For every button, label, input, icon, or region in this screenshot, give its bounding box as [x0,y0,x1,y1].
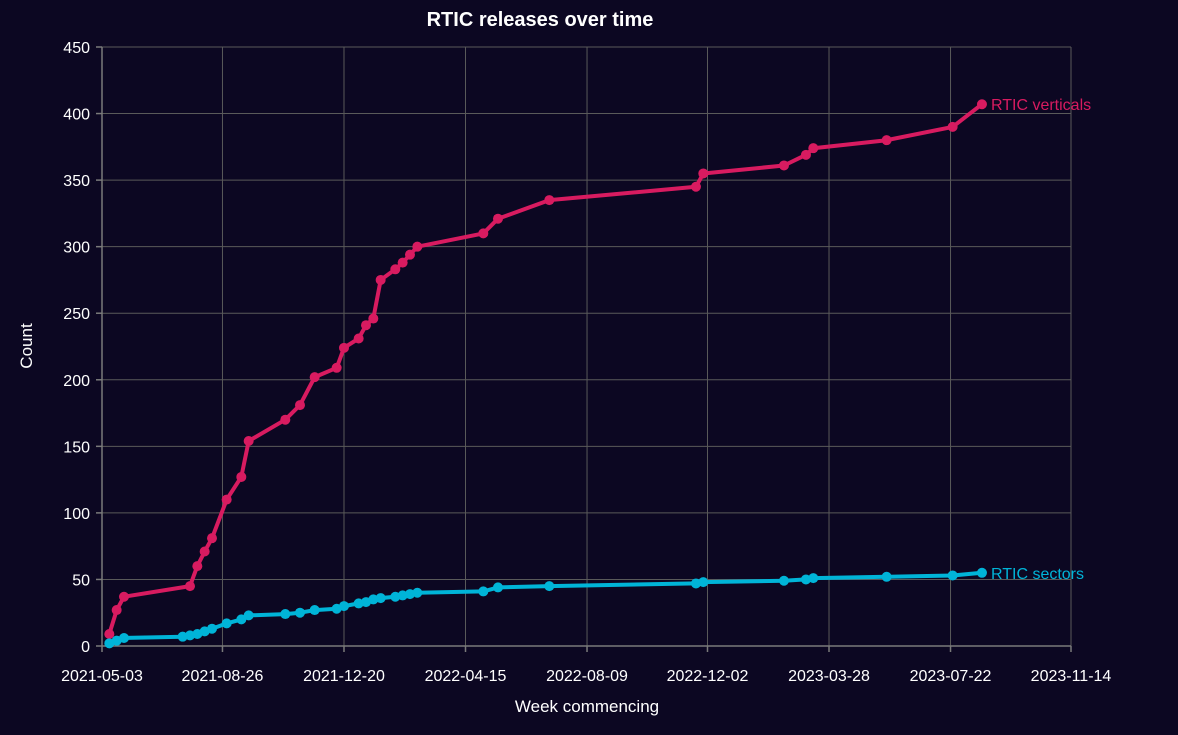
data-point-rtic-verticals [309,372,320,383]
data-point-rtic-verticals [353,333,364,344]
y-axis-title: Count [17,323,36,369]
data-point-rtic-verticals [544,195,555,206]
chart-title: RTIC releases over time [427,9,654,31]
data-point-rtic-sectors [280,609,291,620]
data-point-rtic-sectors [221,618,232,629]
data-point-rtic-sectors [778,575,789,586]
data-point-rtic-sectors [478,586,489,597]
data-point-rtic-sectors [881,571,892,582]
y-tick-label: 300 [63,240,90,257]
data-point-rtic-verticals [104,629,115,640]
data-point-rtic-verticals [236,471,247,482]
x-axis-title: Week commencing [515,697,659,716]
data-point-rtic-verticals [492,213,503,224]
y-tick-label: 400 [63,107,90,124]
data-point-rtic-sectors [375,593,386,604]
data-point-rtic-verticals [192,561,203,572]
data-point-rtic-sectors [492,582,503,593]
y-tick-label: 250 [63,306,90,323]
series-label-rtic-sectors: RTIC sectors [991,566,1084,583]
axes [101,47,1071,647]
series-rtic-sectors: RTIC sectors [104,566,1084,649]
data-point-rtic-verticals [947,121,958,132]
data-point-rtic-sectors [236,614,247,625]
data-point-rtic-verticals [199,546,210,557]
data-point-rtic-verticals [111,605,122,616]
data-point-rtic-verticals [397,257,408,268]
data-point-rtic-verticals [390,264,401,275]
data-point-rtic-verticals [690,181,701,192]
data-point-rtic-verticals [360,320,371,331]
data-point-rtic-sectors [206,623,217,634]
y-tick-label: 100 [63,506,90,523]
x-tick-label: 2021-08-26 [182,668,264,685]
data-point-rtic-verticals [221,494,232,505]
data-point-rtic-sectors [698,577,709,588]
data-point-rtic-verticals [280,414,291,425]
data-point-rtic-verticals [294,400,305,411]
data-point-rtic-verticals [338,342,349,353]
data-point-rtic-sectors [412,587,423,598]
data-point-rtic-verticals [412,241,423,252]
data-point-rtic-sectors [118,633,129,644]
x-tick-label: 2022-04-15 [425,668,507,685]
data-point-rtic-sectors [338,601,349,612]
y-tick-label: 150 [63,439,90,456]
data-point-rtic-verticals [976,99,987,110]
x-tick-label: 2022-08-09 [546,668,628,685]
data-point-rtic-sectors [294,607,305,618]
series-line-rtic-verticals [107,102,984,636]
data-point-rtic-verticals [368,313,379,324]
x-tick-label: 2021-12-20 [303,668,385,685]
data-point-rtic-verticals [698,168,709,179]
series-layer: RTIC verticals RTIC sectors [104,97,1091,649]
y-tick-label: 50 [72,572,90,589]
y-axis-ticks: 0 50 100 150 200 250 300 350 400 450 [63,40,102,656]
data-point-rtic-sectors [976,567,987,578]
data-point-rtic-sectors [243,610,254,621]
data-point-rtic-sectors [947,570,958,581]
data-point-rtic-verticals [118,591,129,602]
data-point-rtic-verticals [778,160,789,171]
data-point-rtic-verticals [331,362,342,373]
data-point-rtic-verticals [808,143,819,154]
y-tick-label: 450 [63,40,90,57]
data-point-rtic-sectors [544,581,555,592]
data-point-rtic-verticals [206,533,217,544]
data-point-rtic-verticals [404,249,415,260]
data-point-rtic-verticals [375,274,386,285]
data-point-rtic-sectors [808,573,819,584]
data-point-rtic-verticals [184,581,195,592]
data-point-rtic-verticals [881,135,892,146]
y-tick-label: 350 [63,173,90,190]
grid [101,46,1072,647]
y-tick-label: 200 [63,373,90,390]
x-axis-ticks: 2021-05-03 2021-08-26 2021-12-20 2022-04-15… [61,646,1111,685]
x-tick-label: 2021-05-03 [61,668,143,685]
data-point-rtic-verticals [243,436,254,447]
series-label-rtic-verticals: RTIC verticals [991,97,1091,114]
series-rtic-verticals: RTIC verticals [104,97,1091,640]
x-tick-label: 2023-11-14 [1031,668,1112,685]
data-point-rtic-sectors [309,605,320,616]
data-point-rtic-verticals [478,228,489,239]
x-tick-label: 2023-03-28 [788,668,870,685]
x-tick-label: 2022-12-02 [667,668,749,685]
data-point-rtic-verticals [800,149,811,160]
y-tick-label: 0 [81,639,90,656]
x-tick-label: 2023-07-22 [910,668,992,685]
